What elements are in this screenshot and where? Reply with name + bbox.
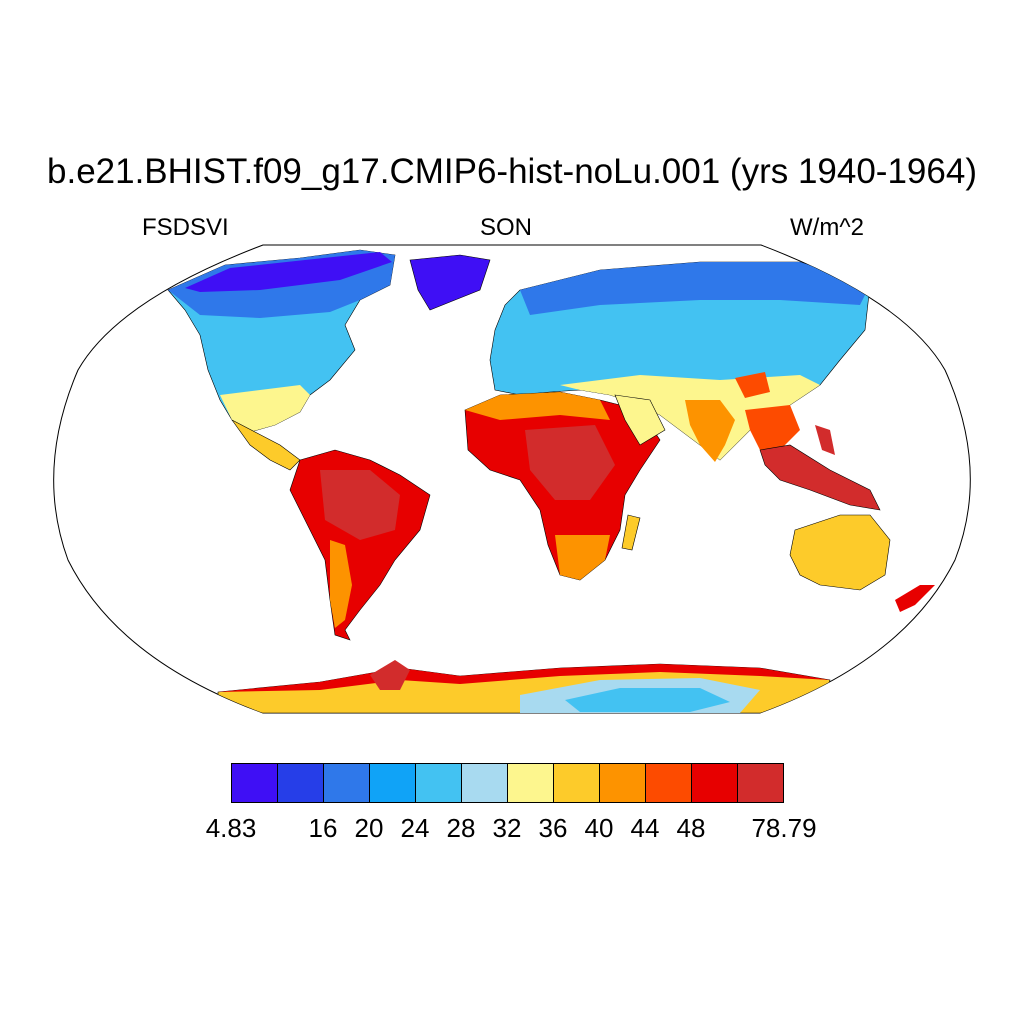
antarctica-red-rim bbox=[218, 664, 830, 692]
indonesia bbox=[759, 444, 881, 511]
colorbar-swatch bbox=[462, 764, 508, 802]
colorbar-swatch bbox=[600, 764, 646, 802]
colorbar-label: 48 bbox=[676, 813, 706, 843]
australia bbox=[789, 514, 891, 591]
variable-label: FSDSVI bbox=[142, 214, 229, 241]
colorbar-swatch bbox=[554, 764, 600, 802]
africa-core bbox=[525, 425, 615, 500]
new-zealand bbox=[895, 585, 935, 612]
south-america-andes bbox=[330, 540, 352, 628]
colorbar-swatch bbox=[508, 764, 554, 802]
antarctic-peninsula bbox=[370, 660, 410, 690]
antarctica-interior-deep bbox=[565, 688, 730, 712]
philippines bbox=[815, 425, 835, 455]
south-america-core bbox=[320, 470, 400, 540]
greenland bbox=[409, 254, 491, 311]
colorbar-label: 4.83 bbox=[205, 813, 257, 843]
units-label: W/m^2 bbox=[790, 214, 864, 241]
madagascar bbox=[621, 514, 641, 551]
africa-south bbox=[555, 535, 610, 580]
colorbar-swatch bbox=[370, 764, 416, 802]
colorbar-swatch bbox=[232, 764, 278, 802]
central-america bbox=[231, 419, 301, 471]
plot-title: b.e21.BHIST.f09_g17.CMIP6-hist-noLu.001 … bbox=[47, 152, 977, 191]
colorbar-label: 32 bbox=[492, 813, 522, 843]
asia-arctic-band bbox=[520, 262, 870, 315]
colorbar-label: 24 bbox=[400, 813, 430, 843]
southeast-asia bbox=[745, 405, 800, 450]
colorbar-swatch bbox=[278, 764, 324, 802]
colorbar-swatch bbox=[324, 764, 370, 802]
north-america-south-band bbox=[220, 385, 310, 432]
colorbar-swatch bbox=[738, 764, 783, 802]
colorbar-label: 78.79 bbox=[751, 813, 817, 843]
colorbar-swatch bbox=[646, 764, 692, 802]
colorbar-swatch bbox=[416, 764, 462, 802]
africa-north-band bbox=[465, 392, 610, 420]
north-america-arctic-band bbox=[185, 252, 392, 292]
colorbar-label: 36 bbox=[538, 813, 568, 843]
colorbar bbox=[231, 763, 784, 803]
season-label: SON bbox=[480, 214, 533, 241]
colorbar-label: 28 bbox=[446, 813, 476, 843]
colorbar-swatch bbox=[692, 764, 738, 802]
tibet-hotspot bbox=[735, 372, 770, 398]
india bbox=[685, 400, 735, 462]
colorbar-label: 16 bbox=[308, 813, 338, 843]
colorbar-label: 44 bbox=[630, 813, 660, 843]
arabia bbox=[614, 394, 666, 446]
colorbar-label: 40 bbox=[584, 813, 614, 843]
colorbar-label: 20 bbox=[354, 813, 384, 843]
